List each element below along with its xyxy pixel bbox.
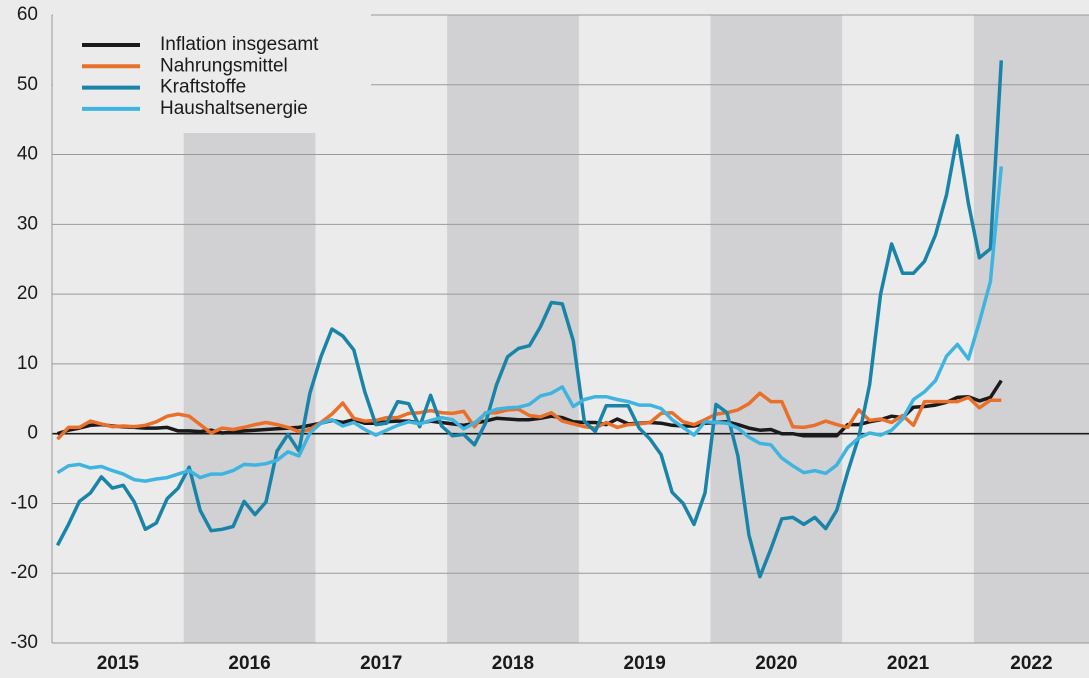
y-tick-label: 10: [17, 353, 38, 374]
x-tick-label: 2020: [755, 653, 797, 674]
year-band: [710, 15, 843, 643]
y-tick-label: 0: [27, 423, 38, 444]
y-tick-label: 60: [17, 4, 38, 25]
x-tick-label: 2017: [360, 653, 402, 674]
year-band: [447, 15, 579, 643]
y-tick-label: 30: [17, 213, 38, 234]
x-tick-label: 2018: [492, 653, 534, 674]
series-line: [56, 166, 1004, 483]
y-tick-label: -10: [11, 492, 38, 513]
legend-label: Nahrungsmittel: [160, 55, 288, 76]
legend-label: Inflation insgesamt: [160, 34, 319, 55]
series-line: [56, 391, 1002, 441]
x-tick-label: 2021: [887, 653, 930, 674]
x-tick-label: 2016: [228, 653, 270, 674]
year-band: [973, 15, 1089, 643]
y-tick-label: -30: [11, 632, 38, 653]
x-tick-label: 2015: [97, 653, 140, 674]
y-tick-label: 20: [17, 283, 38, 304]
series-line: [55, 60, 1004, 579]
y-tick-label: 50: [17, 74, 38, 95]
legend-label: Haushaltsenergie: [160, 98, 308, 119]
x-tick-label: 2019: [624, 653, 666, 674]
legend-label: Kraftstoffe: [160, 77, 246, 98]
y-tick-label: 40: [17, 144, 38, 165]
x-tick-label: 2022: [1010, 653, 1052, 674]
y-tick-label: -20: [11, 562, 38, 583]
